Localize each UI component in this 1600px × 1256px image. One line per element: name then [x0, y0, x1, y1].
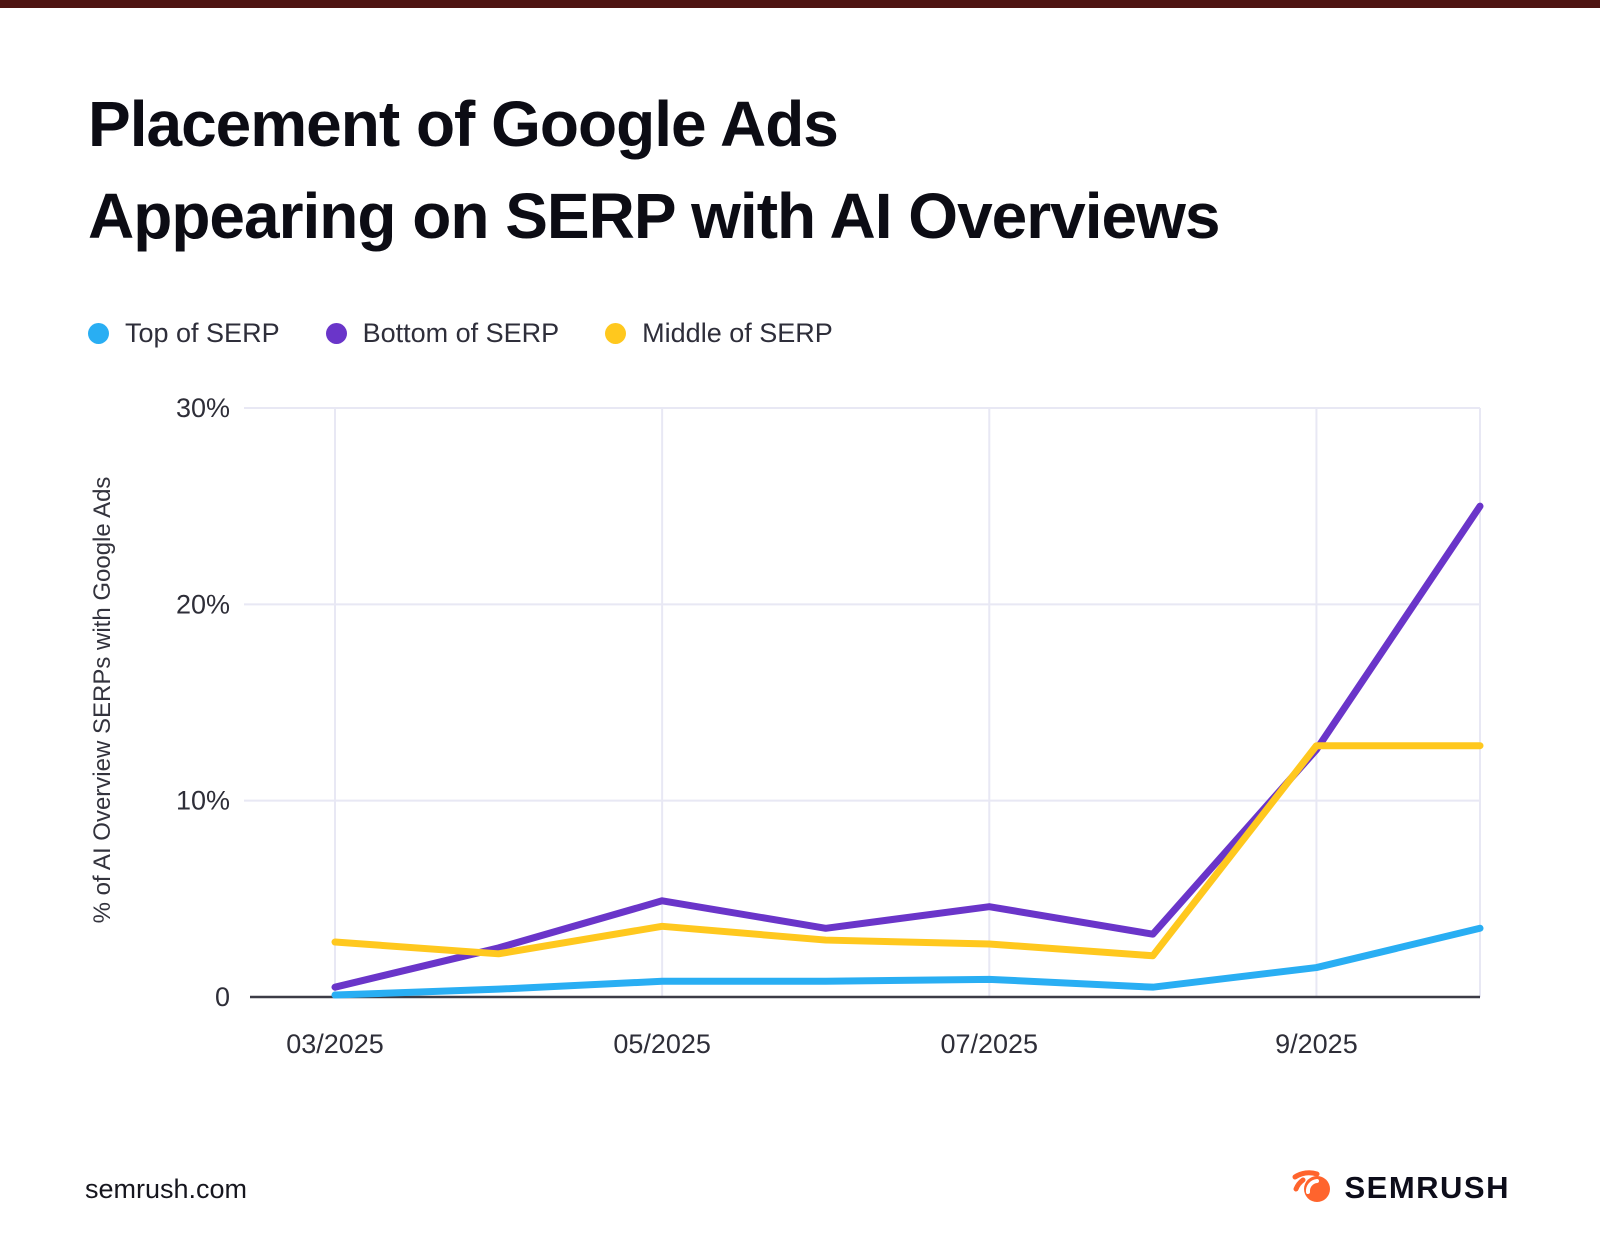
chart-title-line1: Placement of Google Ads: [88, 88, 839, 160]
x-tick-label: 07/2025: [940, 1029, 1038, 1059]
legend-label: Bottom of SERP: [362, 318, 560, 348]
legend-dot-middle-of-serp: [605, 323, 627, 344]
legend-item-top-of-serp: Top of SERP: [88, 318, 280, 349]
y-tick-label: 0: [215, 982, 230, 1012]
brand-wordmark: SEMRUSH: [1344, 1170, 1510, 1205]
chart-title: Placement of Google Ads Appearing on SER…: [88, 78, 1220, 262]
series-line-top-of-serp: [331, 924, 1484, 999]
legend-dot-top-of-serp: [88, 323, 109, 344]
legend-item-bottom-of-serp: Bottom of SERP: [325, 318, 560, 349]
legend: Top of SERP Bottom of SERP Middle of SER…: [88, 318, 833, 349]
brand-logo: SEMRUSH: [1292, 1168, 1510, 1208]
y-axis-title: % of AI Overview SERPs with Google Ads: [89, 476, 116, 924]
chart-title-line2: Appearing on SERP with AI Overviews: [88, 180, 1220, 252]
top-border: [0, 0, 1600, 8]
semrush-flame-icon: [1292, 1170, 1331, 1202]
series-line-middle-of-serp: [331, 742, 1484, 960]
footer-site-url: semrush.com: [85, 1174, 248, 1204]
legend-label: Top of SERP: [125, 318, 280, 348]
legend-item-middle-of-serp: Middle of SERP: [605, 318, 833, 349]
series-line-bottom-of-serp: [331, 502, 1484, 991]
x-tick-label: 03/2025: [286, 1029, 384, 1059]
y-tick-label: 30%: [176, 393, 230, 423]
legend-label: Middle of SERP: [642, 318, 833, 348]
y-tick-label: 20%: [176, 589, 230, 619]
legend-dot-bottom-of-serp: [325, 323, 347, 344]
x-tick-label: 9/2025: [1275, 1029, 1358, 1059]
y-tick-label: 10%: [176, 786, 230, 816]
x-tick-label: 05/2025: [613, 1029, 711, 1059]
